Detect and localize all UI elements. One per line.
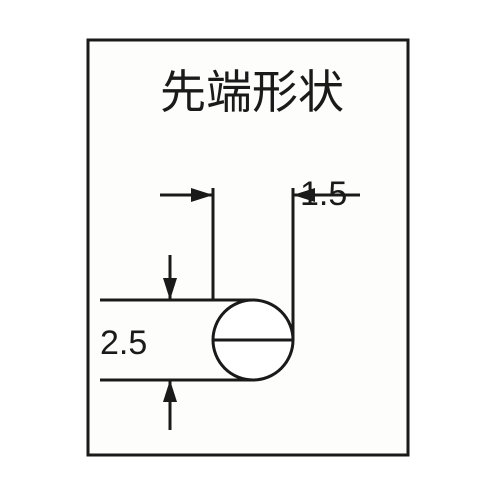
diagram-canvas: 先端形状 1.5 2.5 (0, 0, 500, 500)
diagram-title: 先端形状 (160, 56, 344, 122)
dimension-horizontal-label: 1.5 (300, 175, 347, 214)
dimension-vertical-label: 2.5 (100, 324, 147, 363)
